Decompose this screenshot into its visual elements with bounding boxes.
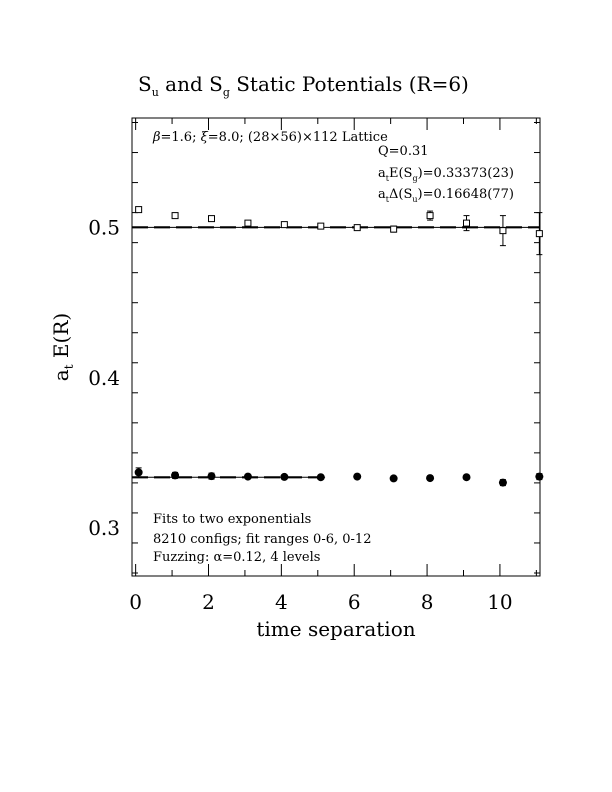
data-point-sg [535, 472, 544, 481]
chart-title: Su and Sg Static Potentials (R=6) [138, 72, 469, 99]
x-tick-label: 4 [275, 590, 288, 614]
data-point-sg [243, 472, 252, 481]
data-point-sg [353, 472, 362, 481]
data-point-su [280, 221, 288, 229]
data-point-sg [171, 471, 180, 480]
data-point-su [135, 206, 143, 214]
y-tick-label: 0.3 [88, 516, 120, 540]
tick-marks [132, 118, 540, 576]
x-tick-label: 0 [129, 590, 142, 614]
note-fuzzing: Fuzzing: α=0.12, 4 levels [153, 550, 320, 565]
tick-labels: 0 2 4 6 8 10 0.3 0.4 0.5 [88, 216, 512, 614]
data-point-sg [316, 473, 325, 482]
data-points [134, 206, 544, 487]
data-point-su [171, 212, 179, 220]
fit-delta-su: atΔ(Su)=0.16648(77) [378, 187, 514, 204]
data-point-su [499, 227, 507, 235]
plot-frame [131, 117, 541, 577]
data-point-sg [462, 473, 471, 482]
data-point-sg [207, 472, 216, 481]
data-point-su [426, 212, 434, 220]
y-tick-label: 0.4 [88, 366, 120, 390]
data-point-su [208, 215, 215, 223]
data-point-su [317, 222, 325, 230]
data-point-sg [426, 474, 435, 483]
data-point-su [535, 230, 543, 238]
x-tick-label: 8 [421, 590, 434, 614]
data-point-sg [389, 474, 398, 483]
fit-energy-sg: atE(Sg)=0.33373(23) [378, 166, 514, 183]
x-axis-label: time separation [256, 617, 415, 641]
data-point-su [353, 224, 361, 232]
data-point-su [390, 225, 398, 233]
data-point-sg [134, 468, 143, 477]
note-fits: Fits to two exponentials [153, 512, 311, 527]
data-point-su [463, 219, 470, 227]
y-tick-label: 0.5 [88, 216, 120, 240]
x-tick-label: 6 [348, 590, 361, 614]
lattice-annotation: β=1.6; ξ=8.0; (28×56)×112 Lattice [152, 130, 388, 145]
data-point-sg [280, 472, 289, 481]
y-axis-label: at E(R) [49, 313, 76, 381]
data-point-su [244, 219, 252, 227]
fit-lines [132, 226, 540, 479]
data-point-sg [498, 478, 507, 487]
x-tick-label: 10 [487, 590, 512, 614]
fit-q-value: Q=0.31 [378, 144, 429, 159]
note-configs: 8210 configs; fit ranges 0-6, 0-12 [153, 532, 371, 547]
x-tick-label: 2 [202, 590, 215, 614]
